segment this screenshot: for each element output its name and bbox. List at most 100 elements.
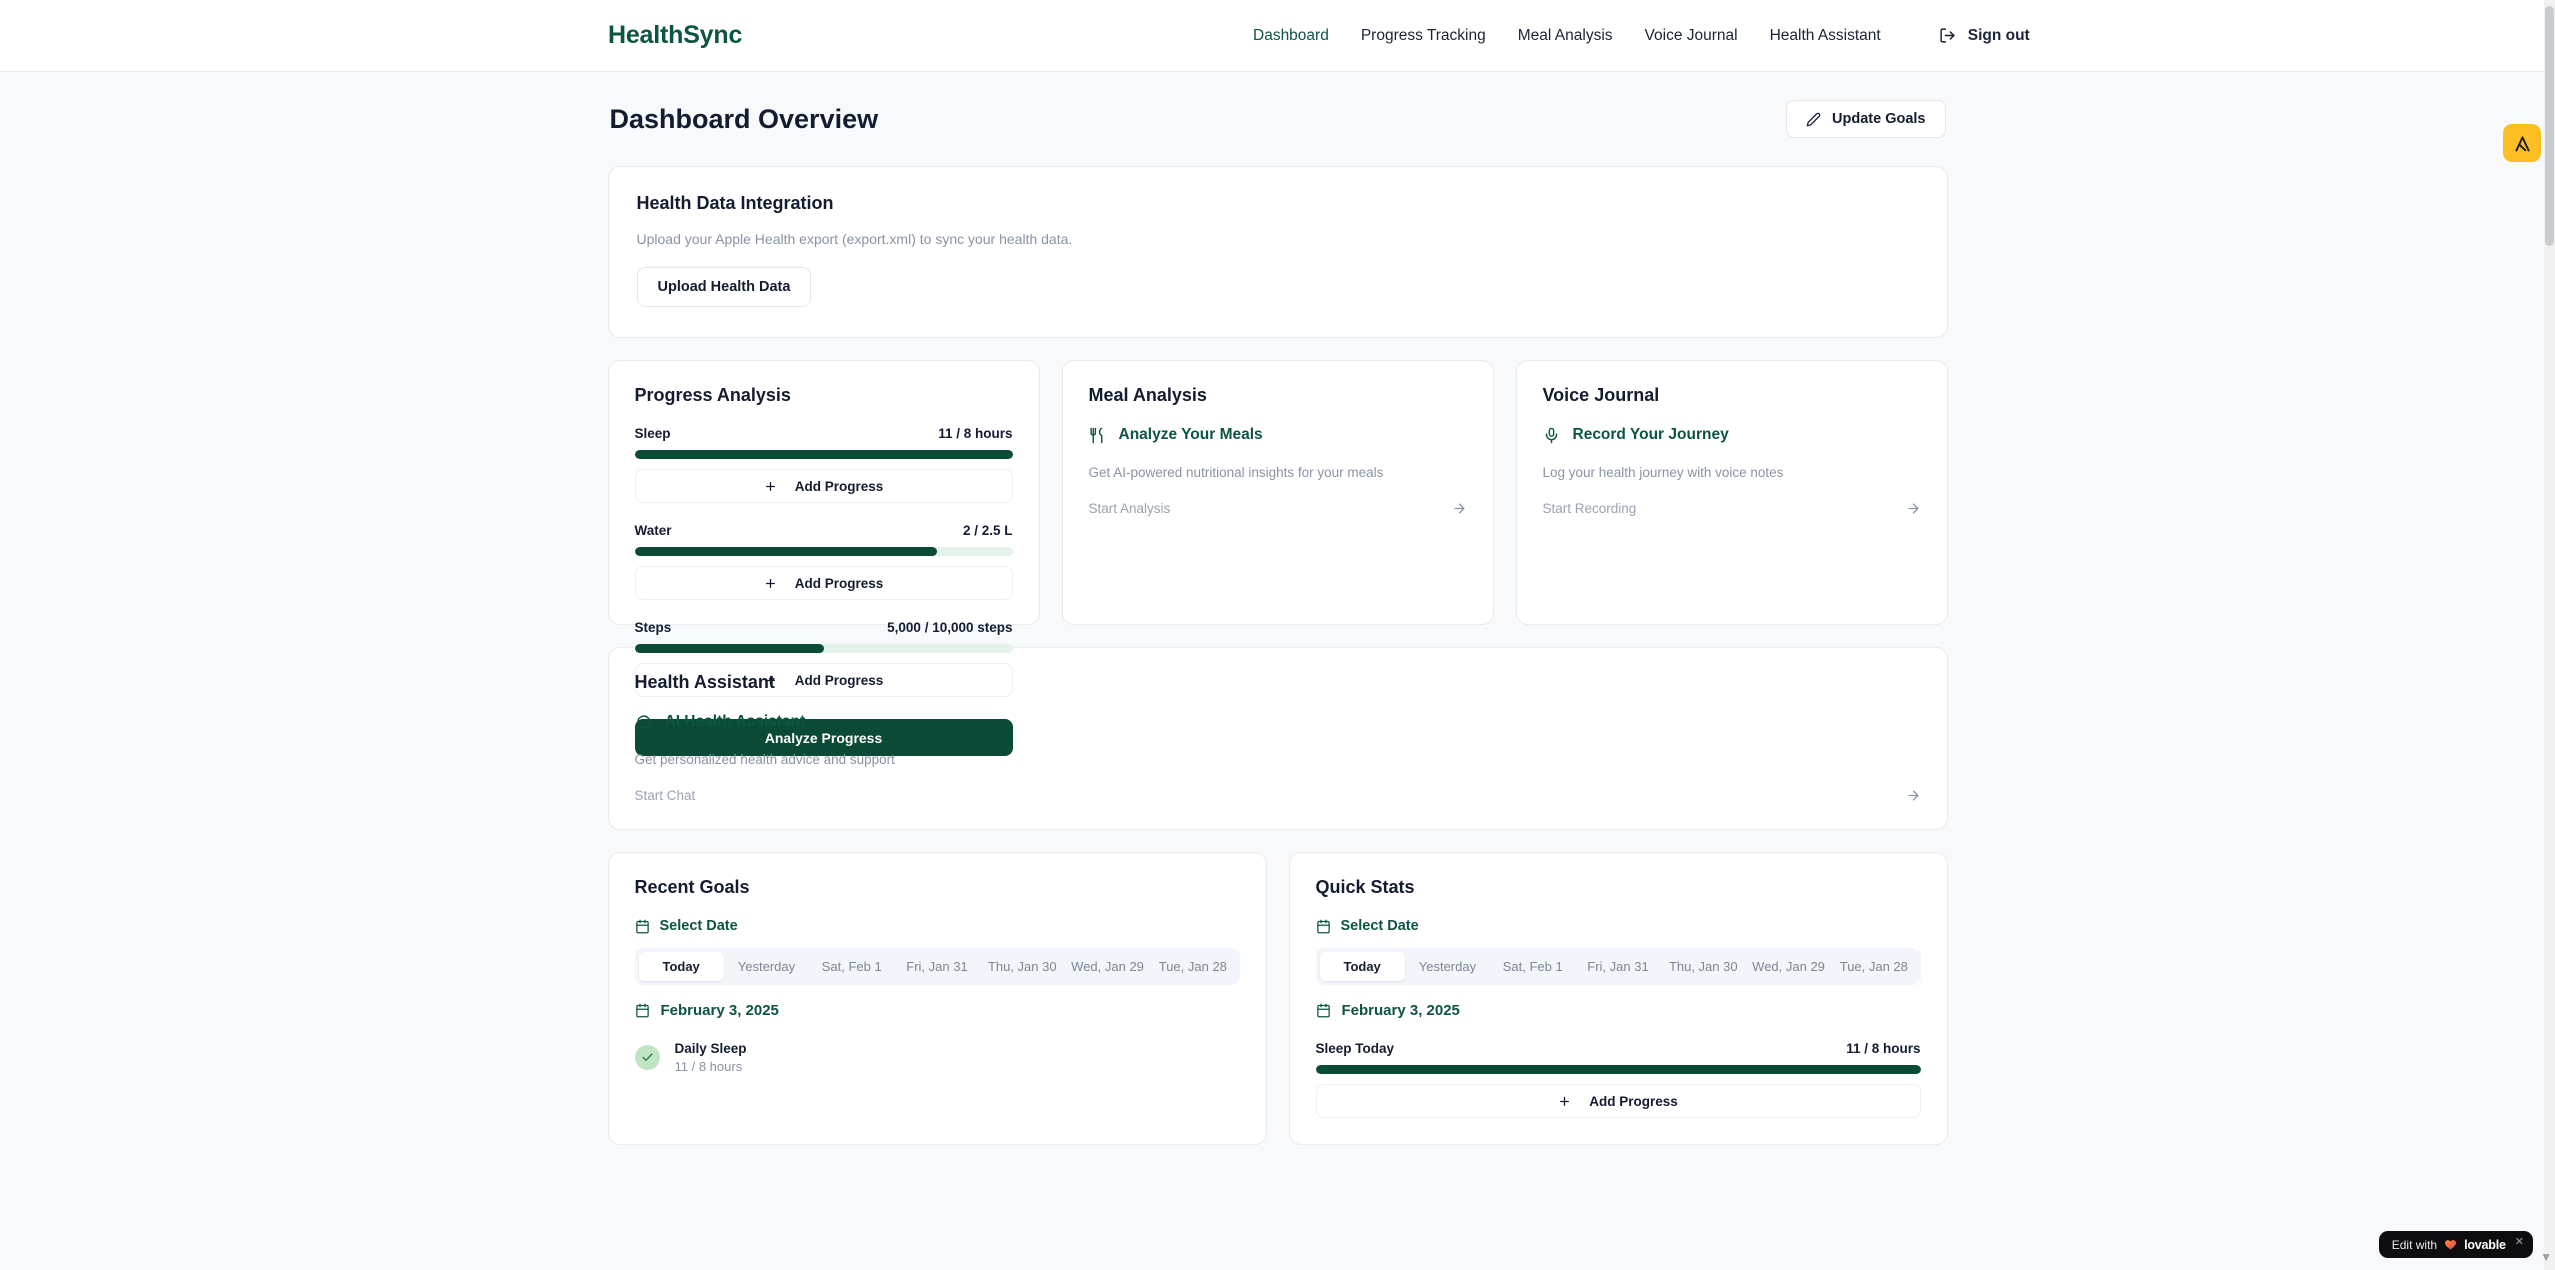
recent-goals-select-date-button[interactable]: Select Date <box>635 918 1240 934</box>
pencil-icon <box>1806 112 1821 127</box>
utensils-icon <box>1089 427 1106 444</box>
scroll-down-indicator[interactable]: ▼ <box>2540 1250 2552 1264</box>
lovable-fab-button[interactable] <box>2503 124 2541 162</box>
close-icon[interactable]: ✕ <box>2514 1236 2524 1248</box>
scrollbar-thumb[interactable] <box>2545 6 2554 246</box>
add-progress-label: Add Progress <box>794 478 884 494</box>
health-data-integration-card: Health Data Integration Upload your Appl… <box>607 166 1948 338</box>
sign-out-label: Sign out <box>1967 26 2030 44</box>
voice-journal-card: Voice Journal Record Your Journey Log yo… <box>1515 360 1948 625</box>
nav-link-voice-journal[interactable]: Voice Journal <box>1644 26 1738 44</box>
nav-link-dashboard[interactable]: Dashboard <box>1253 26 1329 44</box>
health-data-integration-description: Upload your Apple Health export (export.… <box>636 231 1073 247</box>
microphone-icon <box>1543 427 1560 444</box>
recent-goals-card: Recent Goals Select Date Today Yesterday… <box>607 852 1267 1145</box>
start-chat-label: Start Chat <box>634 788 696 803</box>
lovable-badge-brand: lovable <box>2464 1237 2506 1252</box>
metric-sleep-progress-fill <box>634 450 1013 459</box>
date-pill-yesterday[interactable]: Yesterday <box>1418 959 1477 974</box>
date-pill-yesterday[interactable]: Yesterday <box>737 959 796 974</box>
recent-goals-title: Recent Goals <box>634 877 750 897</box>
scrollbar-track[interactable] <box>2544 0 2555 1270</box>
calendar-icon <box>1316 919 1331 934</box>
progress-analysis-title: Progress Analysis <box>634 385 791 405</box>
check-icon <box>634 1045 660 1070</box>
ai-health-assistant-link[interactable]: AI Health Assistant <box>635 713 1921 731</box>
date-pill-wed-jan-29[interactable]: Wed, Jan 29 <box>1752 959 1825 974</box>
app-logo[interactable]: HealthSync <box>608 21 743 49</box>
start-recording-cta[interactable]: Start Recording <box>1543 501 1921 516</box>
meal-analysis-title: Meal Analysis <box>1088 385 1207 405</box>
plus-icon <box>764 577 777 590</box>
health-assistant-description: Get personalized health advice and suppo… <box>634 752 895 767</box>
goal-value: 11 / 8 hours <box>674 1059 743 1074</box>
health-assistant-title: Health Assistant <box>634 672 775 692</box>
date-pill-today[interactable]: Today <box>638 952 724 981</box>
record-your-journey-link[interactable]: Record Your Journey <box>1543 426 1921 444</box>
calendar-icon <box>635 1003 650 1018</box>
arrow-right-icon <box>1906 788 1921 803</box>
voice-journal-description: Log your health journey with voice notes <box>1542 465 1784 480</box>
page-title: Dashboard Overview <box>609 103 879 134</box>
sign-out-button[interactable]: Sign out <box>1939 27 2030 45</box>
feature-cards-row: Progress Analysis Sleep 11 / 8 hours Add… <box>607 360 1948 756</box>
plus-icon <box>764 480 777 493</box>
metric-sleep-value: 11 / 8 hours <box>938 426 1013 441</box>
quick-stats-select-date-label: Select Date <box>1340 918 1419 934</box>
quick-stats-progress-fill <box>1315 1065 1921 1074</box>
nav-link-health-assistant[interactable]: Health Assistant <box>1769 26 1881 44</box>
date-pill-fri-jan-31[interactable]: Fri, Jan 31 <box>1587 959 1649 974</box>
date-pill-fri-jan-31[interactable]: Fri, Jan 31 <box>906 959 968 974</box>
update-goals-button[interactable]: Update Goals <box>1786 100 1946 138</box>
lovable-edit-badge[interactable]: Edit with lovable ✕ <box>2378 1231 2533 1258</box>
date-pill-sat-feb-1[interactable]: Sat, Feb 1 <box>821 959 882 974</box>
add-progress-button-quick-stats[interactable]: Add Progress <box>1315 1084 1921 1118</box>
date-pill-thu-jan-30[interactable]: Thu, Jan 30 <box>1668 959 1738 974</box>
quick-stats-metric-value: 11 / 8 hours <box>1846 1041 1921 1056</box>
date-pill-sat-feb-1[interactable]: Sat, Feb 1 <box>1502 959 1563 974</box>
list-item[interactable]: Daily Sleep 11 / 8 hours <box>634 1041 1240 1074</box>
date-pill-thu-jan-30[interactable]: Thu, Jan 30 <box>987 959 1057 974</box>
start-chat-cta[interactable]: Start Chat <box>635 788 1921 803</box>
record-your-journey-label: Record Your Journey <box>1572 426 1729 443</box>
calendar-icon <box>635 919 650 934</box>
date-pill-wed-jan-29[interactable]: Wed, Jan 29 <box>1071 959 1144 974</box>
add-progress-button-sleep[interactable]: Add Progress <box>634 469 1013 503</box>
logout-icon <box>1939 27 1956 44</box>
add-progress-button-water[interactable]: Add Progress <box>634 566 1013 600</box>
upload-health-data-button[interactable]: Upload Health Data <box>636 267 812 307</box>
nav-link-progress-tracking[interactable]: Progress Tracking <box>1360 26 1486 44</box>
quick-stats-select-date-button[interactable]: Select Date <box>1316 918 1921 934</box>
arrow-right-icon <box>1452 501 1467 516</box>
ai-health-assistant-label: AI Health Assistant <box>664 713 806 730</box>
date-pill-today[interactable]: Today <box>1319 952 1405 981</box>
top-navigation-bar: HealthSync Dashboard Progress Tracking M… <box>0 0 2555 72</box>
update-goals-label: Update Goals <box>1832 111 1926 127</box>
calendar-icon <box>1316 1003 1331 1018</box>
meal-analysis-description: Get AI-powered nutritional insights for … <box>1088 465 1384 480</box>
metric-sleep-progressbar <box>634 450 1013 459</box>
date-pill-tue-jan-28[interactable]: Tue, Jan 28 <box>1158 959 1227 974</box>
start-analysis-cta[interactable]: Start Analysis <box>1089 501 1467 516</box>
metric-steps-progress-fill <box>634 644 824 653</box>
recent-goals-selected-date-label: February 3, 2025 <box>660 1002 779 1019</box>
plus-icon <box>764 674 777 687</box>
progress-analysis-card: Progress Analysis Sleep 11 / 8 hours Add… <box>607 360 1040 756</box>
analyze-progress-button[interactable]: Analyze Progress <box>634 719 1013 756</box>
metric-steps-progressbar <box>634 644 1013 653</box>
metric-water-progress-fill <box>634 547 937 556</box>
quick-stats-metric-label: Sleep Today <box>1315 1041 1395 1056</box>
nav-link-meal-analysis[interactable]: Meal Analysis <box>1517 26 1613 44</box>
date-pill-tue-jan-28[interactable]: Tue, Jan 28 <box>1839 959 1908 974</box>
start-analysis-label: Start Analysis <box>1088 501 1171 516</box>
page-header: Dashboard Overview Update Goals <box>608 100 1948 138</box>
goal-name: Daily Sleep <box>674 1041 747 1056</box>
metric-sleep: Sleep 11 / 8 hours Add Progress <box>634 426 1013 503</box>
meal-analysis-card: Meal Analysis Analyze Your Meals Get AI-… <box>1061 360 1494 625</box>
metric-water-label: Water <box>634 523 672 538</box>
add-progress-label: Add Progress <box>794 575 884 591</box>
analyze-your-meals-link[interactable]: Analyze Your Meals <box>1089 426 1467 444</box>
metric-water-progressbar <box>634 547 1013 556</box>
main-nav: Dashboard Progress Tracking Meal Analysi… <box>1253 27 2030 45</box>
bottom-cards-row: Recent Goals Select Date Today Yesterday… <box>607 852 1948 1145</box>
